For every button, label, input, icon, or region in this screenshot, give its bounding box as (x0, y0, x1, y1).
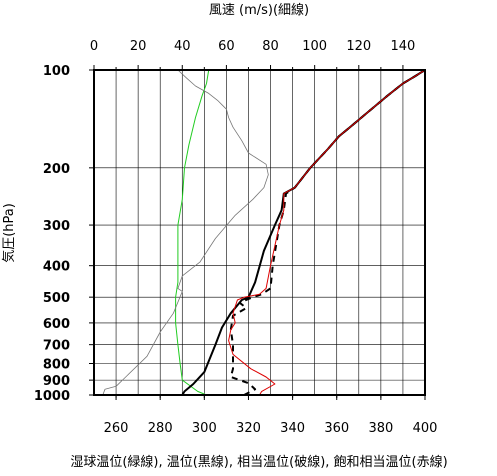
top-axis-tick-label: 80 (262, 39, 279, 54)
pressure-axis-tick-label: 300 (43, 219, 70, 234)
bottom-axis-tick-label: 260 (104, 421, 129, 436)
grid-layer (94, 69, 425, 396)
top-axis-tick-label: 40 (174, 39, 191, 54)
bottom-axis-tick-label: 340 (280, 421, 305, 436)
top-axis-tick-label: 100 (302, 39, 327, 54)
bottom-axis-tick-label: 400 (413, 421, 438, 436)
bottom-axis-tick-label: 380 (368, 421, 393, 436)
series-layer (102, 69, 426, 396)
series-line-thetae (229, 69, 426, 396)
pressure-axis-tick-label: 900 (43, 374, 70, 389)
pressure-axis-tick-label: 200 (43, 162, 70, 177)
pressure-axis-tick-label: 400 (43, 260, 70, 275)
series-line-theta (181, 69, 426, 396)
tick-layer: 260 280 300 320 340 360 380 400 0 20 40 60 80 100 120 1… (34, 39, 438, 436)
pressure-axis-tick-label: 500 (43, 291, 70, 306)
pressure-axis-tick-label: 1000 (34, 389, 70, 404)
bottom-axis-tick-label: 280 (148, 421, 173, 436)
top-axis-tick-label: 140 (391, 39, 416, 54)
top-axis-tick-label: 60 (218, 39, 235, 54)
bottom-axis-tick-label: 360 (324, 421, 349, 436)
pressure-axis-tick-label: 600 (43, 317, 70, 332)
series-line-wind (102, 69, 269, 396)
bottom-axis-tick-label: 320 (236, 421, 261, 436)
top-axis-tick-label: 0 (90, 39, 98, 54)
top-axis-title: 風速 (m/s)(細線) (209, 2, 309, 18)
bottom-axis-tick-label: 300 (192, 421, 217, 436)
top-axis-tick-label: 20 (130, 39, 147, 54)
pressure-axis-tick-label: 100 (43, 64, 70, 79)
pressure-axis-tick-label: 700 (43, 339, 70, 354)
pressure-axis-tick-label: 800 (43, 358, 70, 373)
bottom-caption: 湿球温位(緑線), 温位(黒線), 相当温位(破線), 飽和相当温位(赤線) (70, 454, 447, 470)
top-axis-tick-label: 120 (346, 39, 371, 54)
plot-frame (93, 69, 426, 396)
series-line-thetaes (228, 69, 426, 396)
left-axis-title: 気圧(hPa) (1, 203, 17, 263)
series-line-wetbulb (175, 69, 210, 396)
